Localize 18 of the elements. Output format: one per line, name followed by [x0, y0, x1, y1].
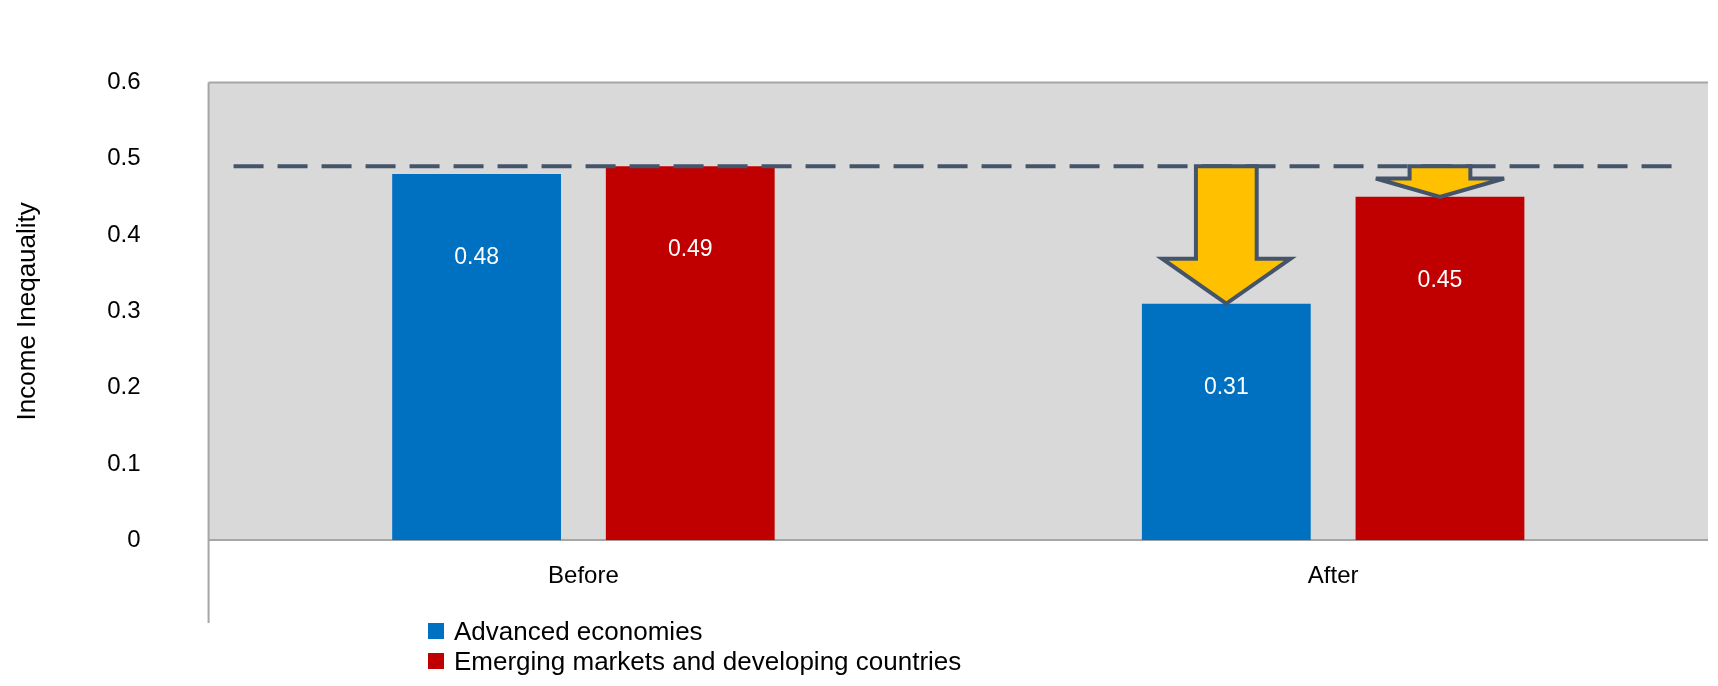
y-tick-label: 0.1: [107, 448, 141, 476]
legend-label: Advanced economies: [454, 616, 703, 646]
y-axis-title: Income Ineqauality: [10, 202, 41, 421]
y-tick-label: 0.5: [107, 143, 141, 171]
y-tick-label: 0: [127, 524, 141, 552]
y-tick-label: 0.6: [107, 67, 141, 95]
bar: [392, 173, 561, 541]
bar: [605, 166, 775, 541]
y-tick-label: 0.2: [107, 372, 141, 400]
data-label: 0.31: [1203, 372, 1249, 399]
data-label: 0.49: [667, 235, 713, 262]
y-tick-label: 0.4: [107, 219, 141, 247]
y-tick-label: 0.3: [107, 295, 141, 323]
legend-label: Emerging markets and developing countries: [454, 646, 962, 676]
data-label: 0.45: [1417, 265, 1463, 292]
x-tick-label: Before: [548, 561, 619, 589]
x-tick-label: After: [1307, 561, 1359, 589]
data-label: 0.48: [454, 242, 499, 269]
